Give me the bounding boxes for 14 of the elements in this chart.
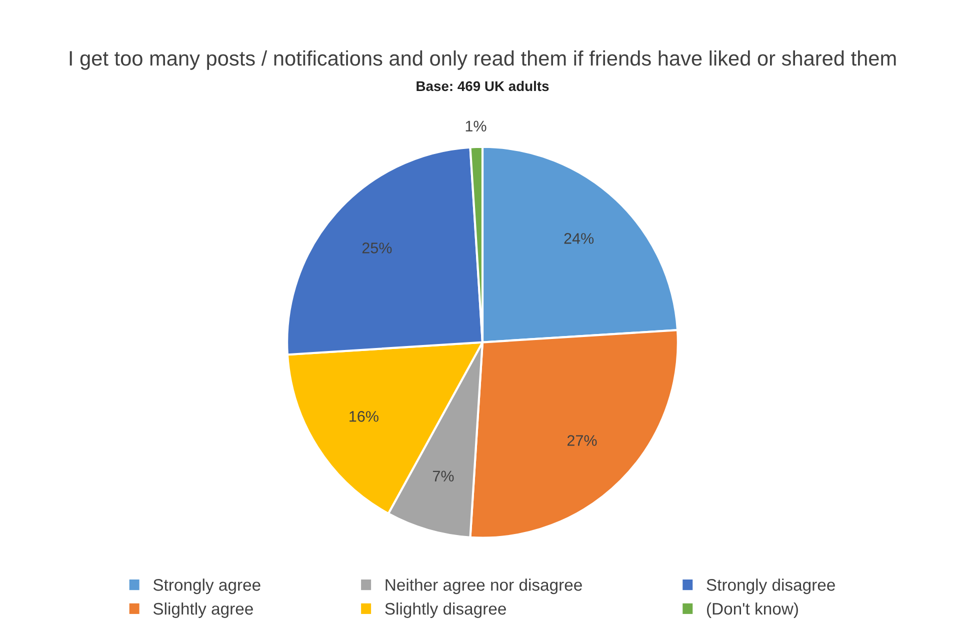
data-label: 7% [432,470,454,482]
legend-label: Slightly disagree [385,602,506,618]
legend-label: Strongly agree [153,578,260,594]
legend-label: (Don't know) [707,602,798,618]
data-label: 25% [362,242,392,254]
chart-title: I get too many posts / notifications and only read them if friends have liked or shared them [70,50,896,70]
data-label: 16% [350,411,378,422]
chart-subtitle: Base: 469 UK adults [416,80,549,92]
data-label: 1% [466,120,486,132]
data-label: 27% [567,435,597,446]
legend-label: Slightly agree [153,602,253,618]
data-label: 24% [564,233,594,244]
legend-label: Neither agree nor disagree [386,578,582,594]
legend-label: Strongly disagree [706,578,835,594]
